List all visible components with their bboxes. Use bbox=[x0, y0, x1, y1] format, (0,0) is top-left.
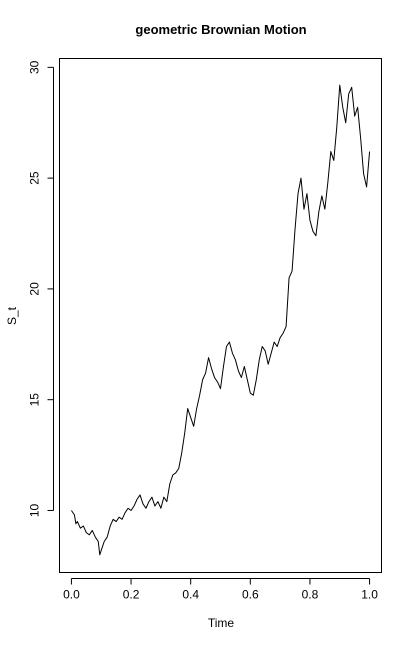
x-tick-label: 0.0 bbox=[63, 588, 80, 602]
y-axis: 10 15 20 25 30 bbox=[28, 60, 54, 517]
x-tick-label: 0.8 bbox=[302, 588, 319, 602]
y-tick-label: 25 bbox=[28, 171, 42, 185]
y-tick-label: 10 bbox=[28, 503, 42, 517]
x-tick-label: 1.0 bbox=[361, 588, 378, 602]
x-tick-label: 0.2 bbox=[123, 588, 140, 602]
y-axis-title: S_t bbox=[5, 306, 19, 325]
plot-frame bbox=[59, 58, 382, 573]
y-tick-label: 20 bbox=[28, 282, 42, 296]
x-tick-label: 0.6 bbox=[242, 588, 259, 602]
x-axis-title: Time bbox=[208, 616, 235, 630]
x-axis: 0.0 0.2 0.4 0.6 0.8 1.0 bbox=[63, 578, 378, 602]
y-tick-label: 30 bbox=[28, 60, 42, 74]
x-tick-label: 0.4 bbox=[182, 588, 199, 602]
y-tick-label: 15 bbox=[28, 393, 42, 407]
series-line bbox=[71, 84, 371, 556]
chart-title: geometric Brownian Motion bbox=[135, 22, 306, 37]
